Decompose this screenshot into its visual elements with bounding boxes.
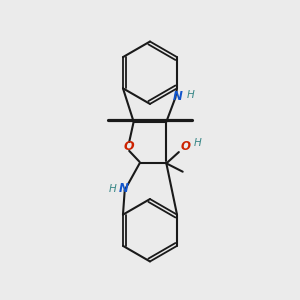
- Text: N: N: [173, 90, 183, 103]
- Text: H: H: [186, 90, 194, 100]
- Text: H: H: [108, 184, 116, 194]
- Text: H: H: [194, 138, 201, 148]
- Text: O: O: [124, 140, 134, 153]
- Text: O: O: [181, 140, 191, 153]
- Text: N: N: [118, 182, 128, 195]
